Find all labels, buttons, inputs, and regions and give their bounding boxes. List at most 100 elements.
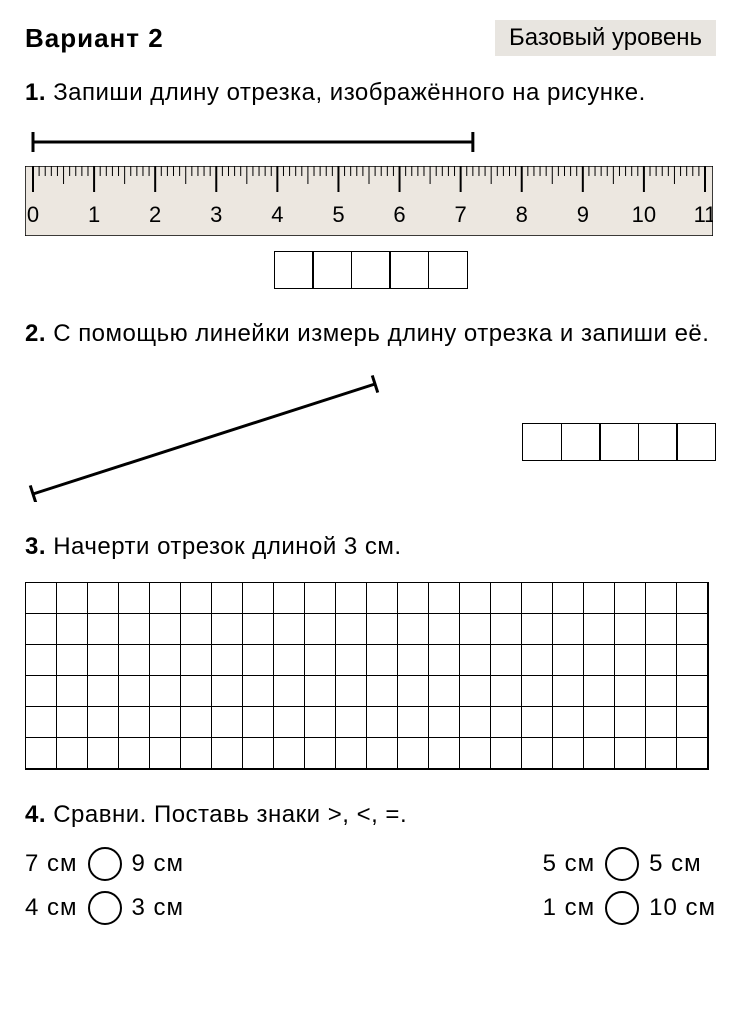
answer-cell[interactable] [274,251,314,289]
compare-circle[interactable] [88,891,122,925]
grid-cell [460,707,491,738]
grid-cell [677,645,708,676]
task3-grid[interactable] [25,582,709,770]
grid-cell [398,614,429,645]
grid-cell [398,738,429,769]
grid-cell [305,707,336,738]
answer-cell[interactable] [561,423,601,461]
grid-cell [367,738,398,769]
svg-text:11: 11 [694,202,713,227]
task-2: 2. С помощью линейки измерь длину отрезк… [25,317,716,502]
compare-line: 7 см 9 см [25,847,184,881]
grid-cell [615,738,646,769]
grid-cell [212,583,243,614]
grid-cell [429,707,460,738]
grid-cell [522,583,553,614]
grid-cell [119,583,150,614]
answer-cell[interactable] [389,251,429,289]
grid-cell [398,707,429,738]
compare-left-value: 4 см [25,894,78,922]
grid-cell [553,614,584,645]
answer-cell[interactable] [312,251,352,289]
task2-answer-boxes[interactable] [522,423,716,461]
grid-cell [460,676,491,707]
svg-text:8: 8 [516,202,528,227]
compare-line: 5 см5 см [543,847,716,881]
grid-cell [274,614,305,645]
task4-num: 4. [25,801,46,828]
level-badge: Базовый уровень [495,20,716,56]
grid-cell [646,583,677,614]
grid-cell [553,645,584,676]
grid-cell [243,645,274,676]
answer-cell[interactable] [351,251,391,289]
grid-cell [460,738,491,769]
answer-cell[interactable] [676,423,716,461]
compare-left-value: 1 см [543,894,596,922]
grid-cell [88,707,119,738]
task-3: 3. Начерти отрезок длиной 3 см. [25,530,716,771]
answer-cell[interactable] [638,423,678,461]
compare-circle[interactable] [605,891,639,925]
grid-cell [57,614,88,645]
grid-cell [26,738,57,769]
svg-text:5: 5 [332,202,344,227]
task3-num: 3. [25,533,46,560]
grid-cell [305,676,336,707]
grid-cell [57,676,88,707]
grid-cell [26,676,57,707]
grid-cell [212,707,243,738]
grid-cell [150,645,181,676]
grid-cell [181,707,212,738]
grid-cell [274,676,305,707]
grid-cell [212,738,243,769]
grid-cell [553,676,584,707]
grid-cell [522,614,553,645]
answer-cell[interactable] [428,251,468,289]
grid-cell [460,583,491,614]
compare-right-value: 9 см [132,850,185,878]
grid-cell [336,583,367,614]
header: Вариант 2 Базовый уровень [25,20,716,56]
grid-cell [212,645,243,676]
task2-num: 2. [25,320,46,347]
grid-cell [57,583,88,614]
grid-cell [243,614,274,645]
grid-cell [553,583,584,614]
grid-cell [336,614,367,645]
compare-circle[interactable] [605,847,639,881]
task1-num: 1. [25,79,46,106]
svg-text:2: 2 [149,202,161,227]
grid-cell [274,645,305,676]
grid-cell [584,583,615,614]
svg-text:3: 3 [210,202,222,227]
svg-text:4: 4 [271,202,283,227]
grid-cell [522,676,553,707]
grid-cell [150,676,181,707]
grid-cell [398,676,429,707]
grid-cell [367,707,398,738]
compare-right-value: 10 см [649,894,716,922]
task4-body: Сравни. Поставь знаки >, <, =. [53,801,407,828]
task1-answer-boxes[interactable] [25,251,716,289]
grid-cell [57,738,88,769]
variant-title: Вариант 2 [25,23,164,54]
grid-cell [243,676,274,707]
compare-circle[interactable] [88,847,122,881]
answer-cell[interactable] [522,423,562,461]
grid-cell [181,583,212,614]
grid-cell [584,614,615,645]
grid-cell [677,583,708,614]
grid-cell [305,614,336,645]
grid-cell [677,614,708,645]
grid-cell [646,707,677,738]
grid-cell [243,738,274,769]
compare-left-value: 7 см [25,850,78,878]
grid-cell [615,614,646,645]
grid-cell [615,645,646,676]
grid-cell [367,645,398,676]
answer-cell[interactable] [599,423,639,461]
grid-cell [336,645,367,676]
grid-cell [522,707,553,738]
grid-cell [615,707,646,738]
